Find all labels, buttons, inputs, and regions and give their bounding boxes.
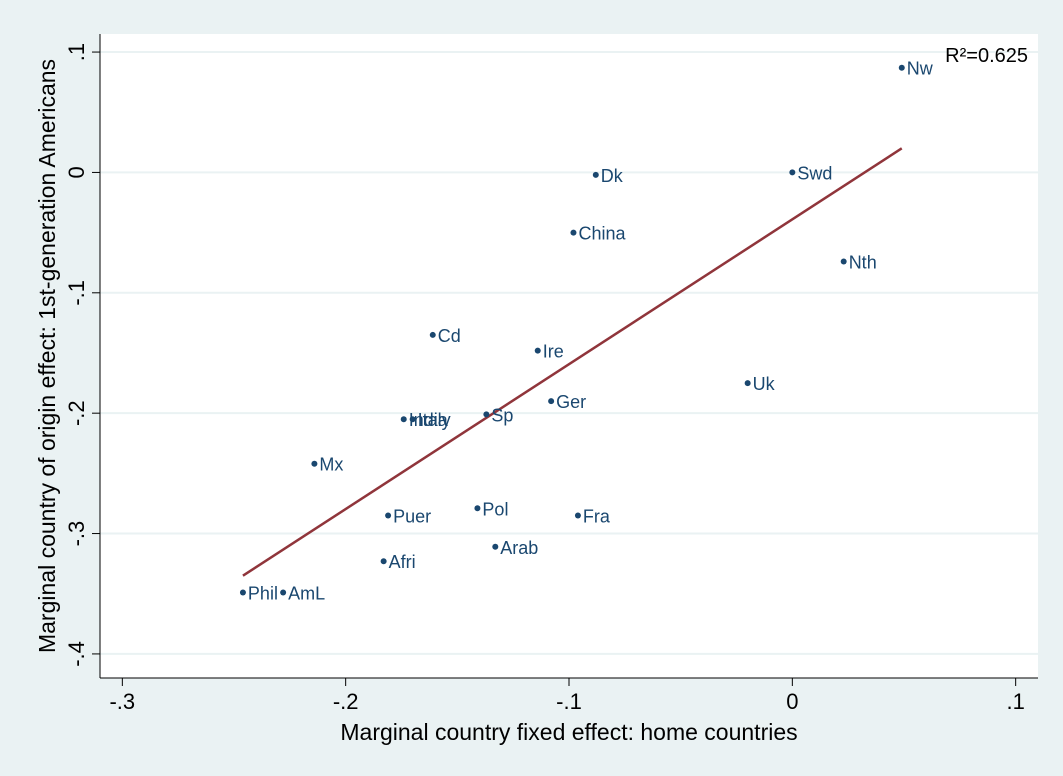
data-point — [898, 64, 905, 71]
point-label: Sp — [491, 405, 513, 425]
fit-line — [242, 147, 903, 577]
y-tick-label: 0 — [64, 166, 89, 178]
y-tick-label: -.4 — [64, 641, 89, 667]
point-label: Nw — [907, 59, 934, 79]
point-label: Afri — [389, 552, 416, 572]
x-tick-label: -.1 — [556, 689, 582, 714]
y-axis-title: Marginal country of origin effect: 1st-g… — [34, 59, 60, 653]
data-point — [744, 380, 751, 387]
data-point — [789, 169, 796, 176]
x-tick-label: .1 — [1006, 689, 1024, 714]
x-tick-label: -.2 — [333, 689, 359, 714]
y-tick-label: -.1 — [64, 280, 89, 306]
x-tick-label: -.3 — [109, 689, 135, 714]
y-tick-label: -.3 — [64, 521, 89, 547]
data-point — [574, 512, 581, 519]
r-squared-annotation: R²=0.625 — [945, 45, 1028, 67]
data-point — [570, 229, 577, 236]
point-label: Fra — [583, 506, 611, 526]
data-point — [483, 411, 490, 418]
x-tick-label: 0 — [786, 689, 798, 714]
point-label: Dk — [601, 166, 624, 186]
data-point — [492, 543, 499, 550]
plot-area — [100, 34, 1038, 678]
point-label: Arab — [500, 538, 538, 558]
point-label: China — [578, 224, 626, 244]
point-label: Pol — [482, 499, 508, 519]
point-label: Swd — [797, 163, 832, 183]
data-point — [239, 589, 246, 596]
data-point — [311, 460, 318, 467]
data-point — [380, 558, 387, 565]
x-axis-title: Marginal country fixed effect: home coun… — [340, 719, 797, 745]
data-point — [548, 398, 555, 405]
y-axis-ticks: .1 0 -.1 -.2 -.3 -.4 — [64, 43, 100, 667]
point-label: Uk — [753, 374, 776, 394]
point-label: Mx — [319, 455, 343, 475]
point-label: Ire — [543, 342, 564, 362]
y-tick-label: -.2 — [64, 400, 89, 426]
data-point — [429, 331, 436, 338]
point-label: Italy — [418, 410, 451, 430]
data-point — [592, 171, 599, 178]
point-label: AmL — [288, 584, 325, 604]
point-label: Puer — [393, 506, 431, 526]
data-point — [534, 347, 541, 354]
data-point — [409, 416, 416, 423]
x-axis-ticks: -.3 -.2 -.1 0 .1 — [109, 678, 1025, 714]
point-label: Nth — [849, 253, 877, 273]
data-point — [385, 512, 392, 519]
data-point — [840, 258, 847, 265]
data-point — [400, 416, 407, 423]
data-point — [280, 589, 287, 596]
y-tick-label: .1 — [64, 43, 89, 61]
data-point — [474, 505, 481, 512]
point-label: Cd — [438, 326, 461, 346]
grid-lines — [100, 51, 1038, 655]
point-label: Phil — [248, 584, 278, 604]
point-label: India — [409, 410, 449, 430]
point-label: Ger — [556, 392, 586, 412]
